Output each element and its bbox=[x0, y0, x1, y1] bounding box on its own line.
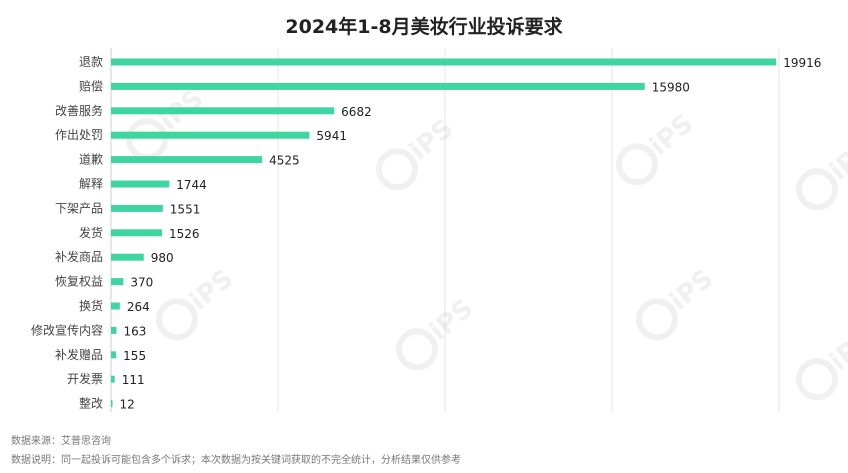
bar-4 bbox=[111, 131, 310, 139]
value-label: 163 bbox=[123, 324, 146, 338]
value-label: 1744 bbox=[176, 178, 207, 192]
bar-6 bbox=[111, 180, 170, 188]
value-label: 6682 bbox=[341, 105, 372, 119]
category-label: 作出处罚 bbox=[55, 128, 103, 142]
chart-title: 2024年1-8月美妆行业投诉要求 bbox=[285, 16, 563, 38]
labels-layer: 退款 19916 赔偿 15980 改善服务 6682 作出处罚 5941 道歉 4525 解释 17… bbox=[31, 55, 821, 412]
bar-1 bbox=[111, 58, 777, 66]
bar-10 bbox=[111, 278, 124, 286]
bar-5 bbox=[111, 156, 263, 164]
value-label: 5941 bbox=[316, 129, 347, 143]
bars-layer bbox=[111, 58, 777, 408]
value-label: 264 bbox=[127, 300, 150, 314]
bar-8 bbox=[111, 229, 162, 237]
category-label: 赔偿 bbox=[79, 78, 103, 93]
watermark-logo: iPS bbox=[156, 264, 239, 341]
value-label: 370 bbox=[130, 276, 153, 290]
data-description-note: 数据说明：同一起投诉可能包含多个诉求；本次数据为按关键词获取的不完全统计，分析结… bbox=[11, 455, 461, 466]
watermark-logo: iPS bbox=[616, 109, 699, 186]
value-label: 1526 bbox=[169, 227, 200, 241]
bar-14 bbox=[111, 375, 115, 383]
value-label: 12 bbox=[120, 398, 135, 412]
value-label: 15980 bbox=[652, 80, 690, 94]
watermark-layer: iPS iPS iPS iPS iPS iPS iPS iPS bbox=[126, 84, 848, 401]
value-label: 19916 bbox=[783, 56, 821, 70]
watermark-logo: iPS bbox=[636, 264, 719, 341]
watermark-logo: iPS bbox=[796, 134, 848, 211]
category-label: 改善服务 bbox=[55, 103, 103, 118]
category-label: 修改宣传内容 bbox=[31, 322, 103, 337]
bar-12 bbox=[111, 326, 117, 334]
bar-7 bbox=[111, 204, 163, 212]
category-label: 发货 bbox=[79, 225, 103, 240]
watermark-logo: iPS bbox=[126, 84, 209, 161]
category-label: 换货 bbox=[79, 298, 103, 313]
value-label: 4525 bbox=[269, 154, 300, 168]
watermark-logo: iPS bbox=[376, 114, 459, 191]
bar-13 bbox=[111, 351, 117, 359]
bar-11 bbox=[111, 302, 120, 310]
category-label: 开发票 bbox=[67, 371, 103, 386]
bar-15 bbox=[111, 400, 113, 408]
category-label: 补发商品 bbox=[55, 249, 103, 264]
data-source-note: 数据来源：艾普思咨询 bbox=[11, 436, 111, 447]
category-label: 恢复权益 bbox=[55, 275, 103, 289]
bar-3 bbox=[111, 107, 335, 115]
bar-2 bbox=[111, 82, 645, 90]
value-label: 1551 bbox=[170, 202, 201, 216]
category-label: 道歉 bbox=[79, 153, 103, 167]
value-label: 980 bbox=[151, 251, 174, 265]
category-label: 退款 bbox=[79, 55, 103, 69]
category-label: 补发赠品 bbox=[55, 347, 103, 362]
value-label: 111 bbox=[122, 373, 145, 387]
watermark-logo: iPS bbox=[396, 294, 479, 371]
value-label: 155 bbox=[123, 349, 146, 363]
category-label: 解释 bbox=[79, 177, 103, 191]
grid-lines bbox=[110, 48, 780, 412]
category-label: 整改 bbox=[79, 396, 103, 411]
watermark-logo: iPS bbox=[796, 324, 848, 401]
bar-9 bbox=[111, 253, 144, 261]
category-label: 下架产品 bbox=[55, 201, 103, 215]
